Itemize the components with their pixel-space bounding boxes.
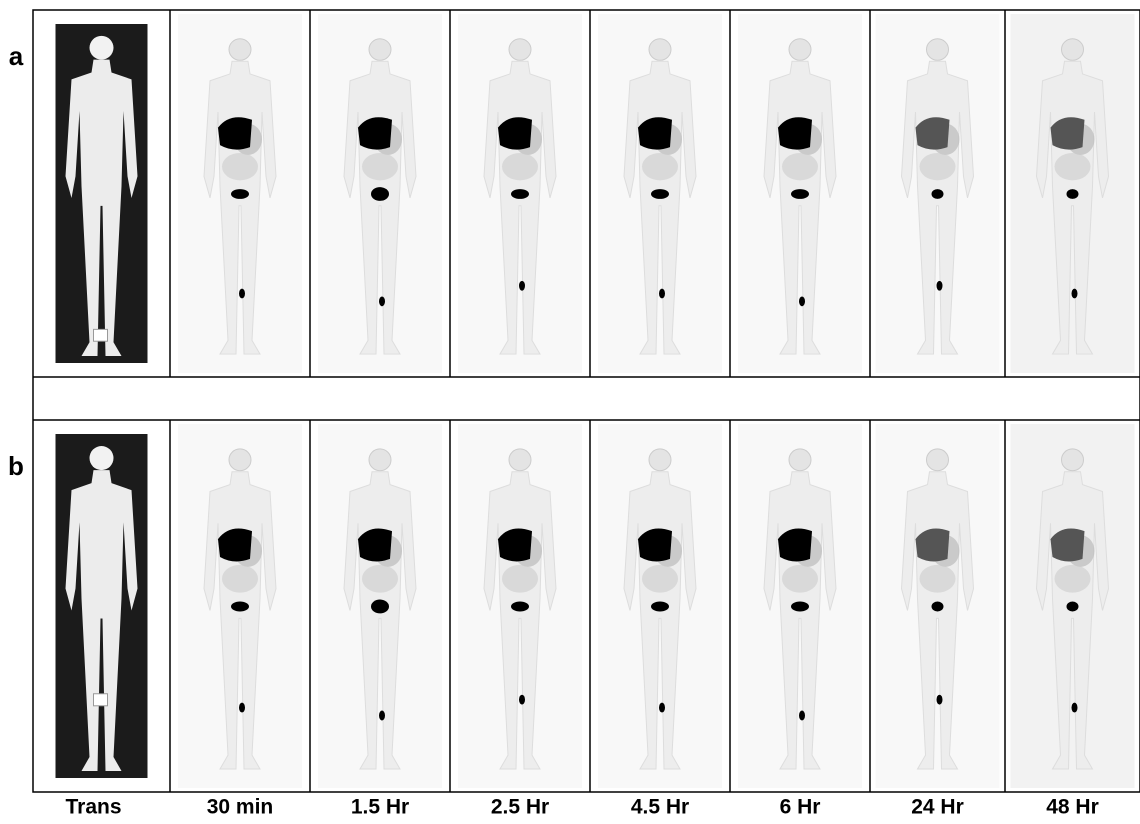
leg-marker bbox=[379, 711, 385, 721]
marker bbox=[94, 329, 108, 341]
intestine bbox=[502, 153, 538, 180]
intestine bbox=[362, 153, 398, 180]
head bbox=[229, 449, 251, 471]
scan-panel bbox=[876, 424, 1000, 788]
head bbox=[649, 449, 671, 471]
intestine bbox=[642, 565, 678, 593]
head bbox=[369, 449, 391, 471]
bladder bbox=[1067, 602, 1079, 612]
head bbox=[789, 449, 811, 471]
intestine bbox=[920, 153, 956, 180]
scan-panel bbox=[178, 14, 302, 373]
column-label: Trans bbox=[65, 796, 121, 819]
head bbox=[369, 39, 391, 60]
head bbox=[927, 449, 949, 471]
bladder bbox=[371, 600, 389, 614]
leg-marker bbox=[659, 703, 665, 713]
bladder bbox=[231, 602, 249, 612]
column-label: 2.5 Hr bbox=[491, 796, 549, 819]
bladder bbox=[511, 602, 529, 612]
bladder bbox=[932, 189, 944, 199]
bladder bbox=[1067, 189, 1079, 199]
bladder bbox=[791, 602, 809, 612]
head bbox=[789, 39, 811, 60]
bladder bbox=[651, 602, 669, 612]
scan-panel bbox=[178, 424, 302, 788]
leg-marker bbox=[379, 296, 385, 306]
head bbox=[509, 39, 531, 60]
leg-marker bbox=[1072, 703, 1078, 713]
head bbox=[927, 39, 949, 60]
intestine bbox=[782, 565, 818, 593]
leg-marker bbox=[937, 695, 943, 705]
intestine bbox=[362, 565, 398, 593]
intestine bbox=[1055, 565, 1091, 593]
marker bbox=[94, 694, 108, 706]
scan-panel bbox=[876, 14, 1000, 373]
intestine bbox=[502, 565, 538, 593]
head bbox=[1062, 449, 1084, 471]
scan-panel bbox=[598, 14, 722, 373]
scan-panel bbox=[738, 424, 862, 788]
scan-panel bbox=[738, 14, 862, 373]
leg-marker bbox=[239, 703, 245, 713]
bladder bbox=[511, 189, 529, 199]
bladder bbox=[932, 602, 944, 612]
scan-panel bbox=[458, 14, 582, 373]
column-label: 24 Hr bbox=[911, 796, 964, 819]
bladder bbox=[651, 189, 669, 199]
head bbox=[229, 39, 251, 60]
column-label: 1.5 Hr bbox=[351, 796, 409, 819]
scan-panel bbox=[318, 424, 442, 788]
leg-marker bbox=[519, 695, 525, 705]
scan-panel bbox=[458, 424, 582, 788]
scan-panel bbox=[56, 24, 148, 363]
column-label: 30 min bbox=[207, 796, 274, 819]
scan-panel bbox=[1011, 14, 1135, 373]
intestine bbox=[222, 565, 258, 593]
intestine bbox=[642, 153, 678, 180]
scan-panel bbox=[318, 14, 442, 373]
leg-marker bbox=[1072, 289, 1078, 299]
bladder bbox=[231, 189, 249, 199]
leg-marker bbox=[799, 711, 805, 721]
head bbox=[509, 449, 531, 471]
row-label: a bbox=[9, 41, 24, 71]
intestine bbox=[222, 153, 258, 180]
figure: a b Trans 30 min 1.5 Hr 2.5 Hr 4.5 Hr 6 Hr 24 … bbox=[0, 0, 1140, 824]
intestine bbox=[920, 565, 956, 593]
intestine bbox=[782, 153, 818, 180]
bladder bbox=[791, 189, 809, 199]
scan-panel bbox=[56, 434, 148, 778]
bladder bbox=[371, 187, 389, 201]
leg-marker bbox=[799, 296, 805, 306]
head bbox=[1062, 39, 1084, 60]
scan-panel bbox=[598, 424, 722, 788]
leg-marker bbox=[937, 281, 943, 291]
head bbox=[649, 39, 671, 60]
column-label: 48 Hr bbox=[1046, 796, 1099, 819]
column-label: 6 Hr bbox=[780, 796, 821, 819]
leg-marker bbox=[239, 289, 245, 299]
intestine bbox=[1055, 153, 1091, 180]
head bbox=[90, 36, 114, 60]
leg-marker bbox=[659, 289, 665, 299]
leg-marker bbox=[519, 281, 525, 291]
head bbox=[90, 446, 114, 470]
scan-panel bbox=[1011, 424, 1135, 788]
row-label: b bbox=[8, 451, 24, 481]
column-label: 4.5 Hr bbox=[631, 796, 689, 819]
